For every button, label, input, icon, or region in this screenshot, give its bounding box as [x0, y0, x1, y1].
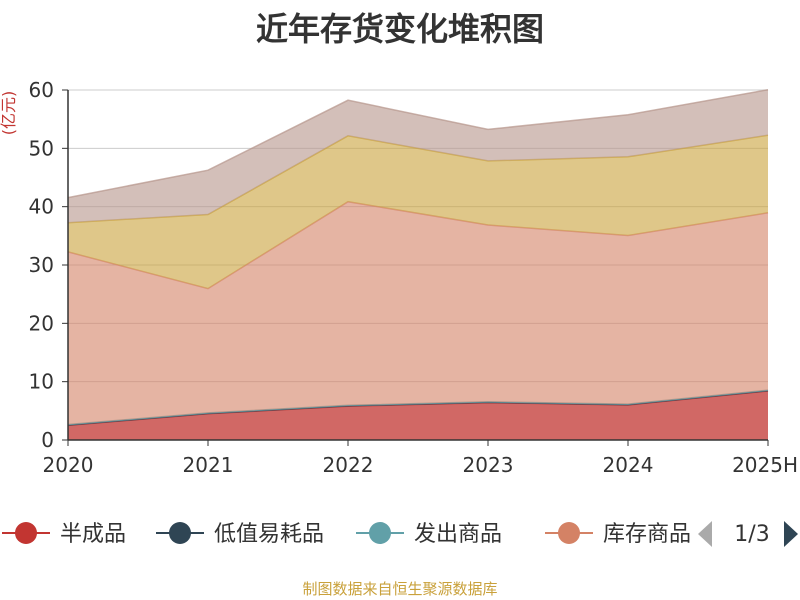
area-series-0 [68, 391, 768, 440]
x-tick-label: 2020 [43, 453, 94, 477]
legend-item-3[interactable]: 库存商品 [545, 522, 691, 547]
legend-marker-icon [15, 522, 37, 544]
y-tick-label: 10 [29, 370, 54, 394]
x-tick-label: 2022 [323, 453, 374, 477]
legend-label: 库存商品 [603, 522, 691, 547]
legend-item-2[interactable]: 发出商品 [356, 522, 502, 547]
legend-label: 低值易耗品 [214, 522, 324, 547]
area-series-3 [68, 201, 768, 425]
legend-prev-page-icon[interactable] [698, 521, 712, 547]
x-tick-label: 2025H [732, 453, 798, 477]
y-tick-label: 40 [29, 195, 54, 219]
area-series-4 [68, 135, 768, 289]
y-axis-label: (亿元) [0, 91, 18, 136]
legend: 半成品 低值易耗品 发出商品 库存商品 1/3 [2, 521, 798, 547]
legend-item-1[interactable]: 低值易耗品 [156, 522, 324, 547]
legend-marker-icon [169, 522, 191, 544]
y-tick-label: 0 [41, 428, 54, 452]
legend-label: 半成品 [60, 522, 126, 547]
x-tick-label: 2021 [183, 453, 234, 477]
legend-marker-icon [558, 522, 580, 544]
legend-next-page-icon[interactable] [784, 521, 798, 547]
legend-label: 发出商品 [414, 522, 502, 547]
chart-title: 近年存货变化堆积图 [255, 10, 544, 48]
source-note: 制图数据来自恒生聚源数据库 [302, 580, 498, 598]
legend-item-0[interactable]: 半成品 [2, 522, 126, 547]
y-tick-label: 20 [29, 311, 54, 335]
y-tick-label: 60 [29, 78, 54, 102]
legend-marker-icon [369, 522, 391, 544]
area-series-5 [68, 89, 768, 223]
x-tick-label: 2024 [603, 453, 654, 477]
y-tick-label: 30 [29, 253, 54, 277]
axes: 2020 2021 2022 2023 2024 2025H [43, 90, 798, 477]
x-tick-label: 2023 [463, 453, 514, 477]
series-line-5 [67, 88, 769, 199]
area-series [67, 88, 769, 440]
legend-page-indicator: 1/3 [734, 522, 769, 547]
y-tick-label: 50 [29, 136, 54, 160]
